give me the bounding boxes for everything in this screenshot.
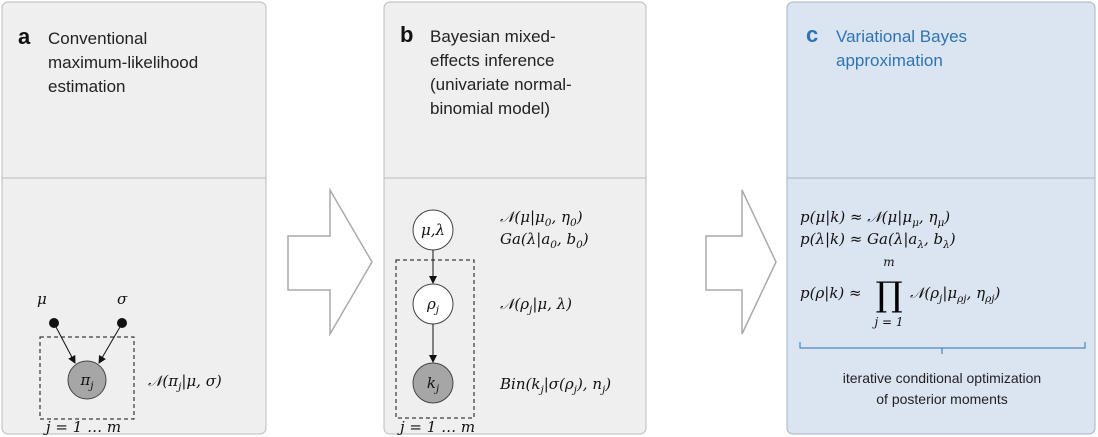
lower-limit: j = 1 [871, 315, 903, 329]
subscript: j [538, 384, 544, 396]
math-text: ), n [576, 375, 602, 393]
title-line: maximum-likelihood [48, 53, 198, 72]
formula: 𝒩(μ|μ0, η0) [500, 208, 583, 229]
title-line: binomial model) [430, 99, 550, 118]
panel-c [786, 1, 1096, 435]
subscript: 0 [550, 239, 557, 251]
note: iterative conditional optimization [843, 370, 1041, 386]
formula: 𝒩(ρj|μρj, ηρj) [910, 284, 1001, 305]
math-text: , b [924, 230, 943, 248]
math-text: 𝒩(ρ [500, 295, 529, 313]
math-text: |μ, σ) [181, 372, 222, 390]
node [412, 362, 454, 404]
subscript: j [600, 384, 606, 396]
subscript: j [937, 293, 943, 305]
subscript: ρj [956, 293, 967, 305]
note: of posterior moments [876, 391, 1008, 407]
math-text: , b [557, 230, 576, 248]
math-text: , η [551, 208, 570, 226]
flow-arrow [705, 189, 777, 335]
formula: p(μ|k) ≈ 𝒩(μ|μμ, ημ) [800, 208, 950, 229]
subscript: j [527, 304, 533, 316]
plate-label: j = 1 … m [397, 418, 475, 436]
subscript: μ [937, 217, 944, 229]
node-label: πj [79, 371, 94, 392]
math-text: , η [967, 284, 986, 302]
formula: p(λ|k) ≈ Ga(λ|aλ, bλ) [800, 230, 956, 251]
title-line: effects inference [430, 51, 554, 70]
subscript: ρj [984, 293, 995, 305]
formula: p(ρ|k) ≈ [800, 284, 862, 302]
title-line: (univariate normal- [430, 75, 572, 94]
math-text: 𝒩(π [148, 372, 179, 390]
param-label: σ [117, 290, 128, 308]
param-label: μ [37, 290, 47, 308]
title-line: approximation [836, 51, 943, 70]
math-text: ) [943, 208, 950, 226]
node-label: kj [427, 374, 440, 395]
math-text: p(λ|k) ≈ Ga(λ|a [800, 230, 917, 248]
math-text: ) [576, 208, 583, 226]
edge [55, 326, 76, 364]
node-label: μ,λ [421, 221, 445, 239]
panel-b [383, 1, 647, 435]
node-label: ρj [426, 295, 440, 316]
panel-letter: a [18, 24, 31, 49]
math-text: p(μ|k) ≈ 𝒩(μ|μ [800, 208, 912, 226]
formula: 𝒩(ρj|μ, λ) [500, 295, 572, 316]
math-text: ) [949, 230, 956, 248]
math-text: ) [604, 375, 611, 393]
subscript: μ [912, 217, 919, 229]
math-text: 𝒩(μ|μ [500, 208, 545, 226]
formula: Ga(λ|a0, b0) [500, 230, 589, 251]
flow-arrow [287, 187, 373, 337]
upper-limit: m [883, 255, 894, 269]
math-text: ρ [426, 295, 436, 313]
math-text: Bin(k [499, 375, 540, 393]
math-text: ) [582, 230, 589, 248]
math-text: ) [994, 284, 1001, 302]
subscript: j [434, 383, 440, 395]
subscript: j [434, 304, 440, 316]
param-dot [49, 318, 59, 328]
subscript: λ [942, 239, 950, 251]
math-text: π [79, 371, 91, 389]
subscript: 0 [545, 217, 552, 229]
subscript: 0 [576, 239, 583, 251]
title-line: Bayesian mixed- [430, 27, 556, 46]
node [67, 360, 107, 400]
math-text: 𝒩(ρ [910, 284, 939, 302]
math-text: |σ(ρ [544, 375, 574, 393]
brace [799, 342, 1086, 354]
subscript: λ [916, 239, 924, 251]
plate [395, 259, 475, 419]
math-text: k [427, 374, 436, 392]
math-text: p(ρ|k) ≈ [800, 284, 862, 302]
subscript: j [572, 384, 578, 396]
plate [39, 336, 135, 420]
title-line: Conventional [48, 29, 147, 48]
subscript: j [176, 381, 182, 393]
title-line: estimation [48, 77, 125, 96]
product-symbol: ∏ [875, 275, 902, 315]
title-line: Variational Bayes [836, 27, 967, 46]
formula: 𝒩(πj|μ, σ) [148, 372, 222, 393]
math-text: μ,λ [421, 221, 445, 239]
param-dot [117, 318, 127, 328]
edge [98, 326, 121, 364]
panel-letter: b [400, 22, 413, 47]
panel-letter: c [806, 22, 818, 47]
math-text: , η [919, 208, 938, 226]
subscript: 0 [570, 217, 577, 229]
math-text: |μ, λ) [532, 295, 572, 313]
math-text: |μ [942, 284, 957, 302]
math-text: Ga(λ|a [500, 230, 550, 248]
subscript: j [88, 380, 94, 392]
formula: Bin(kj|σ(ρj), nj) [499, 375, 611, 396]
plate-label: j = 1 … m [43, 418, 121, 436]
panel-a [1, 1, 267, 435]
